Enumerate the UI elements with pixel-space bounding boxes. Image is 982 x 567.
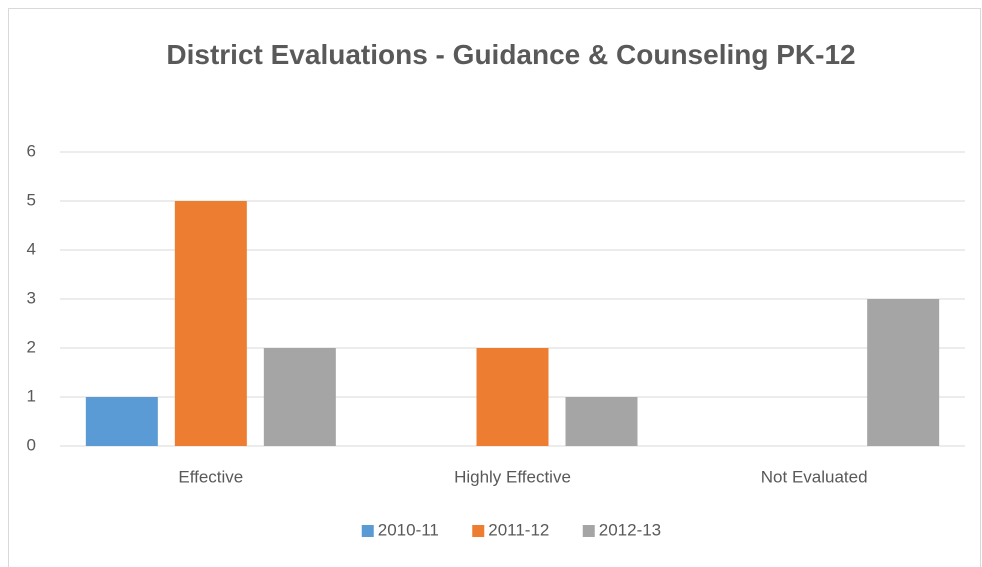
chart-border [8, 8, 981, 567]
legend-swatch [582, 525, 595, 537]
x-tick-label: Not Evaluated [761, 467, 868, 486]
legend-label: 2012-13 [599, 520, 661, 539]
x-tick-label: Highly Effective [454, 467, 571, 486]
bar [867, 299, 940, 446]
legend-swatch [472, 525, 485, 537]
legend-swatch [361, 525, 374, 537]
bar [263, 348, 336, 446]
bar [476, 348, 549, 446]
y-tick-label: 5 [27, 190, 36, 209]
bar [565, 397, 638, 446]
y-tick-label: 2 [27, 337, 36, 356]
legend-label: 2011-12 [488, 520, 549, 539]
bar [174, 201, 247, 446]
y-tick-label: 3 [27, 288, 36, 307]
chart-title: District Evaluations - Guidance & Counse… [166, 39, 856, 70]
y-tick-label: 0 [27, 435, 36, 454]
y-tick-label: 4 [27, 239, 36, 258]
x-tick-label: Effective [178, 467, 243, 486]
y-tick-label: 6 [27, 141, 36, 160]
bar [85, 397, 158, 446]
legend-label: 2010-11 [378, 520, 439, 539]
y-tick-label: 1 [27, 386, 36, 405]
